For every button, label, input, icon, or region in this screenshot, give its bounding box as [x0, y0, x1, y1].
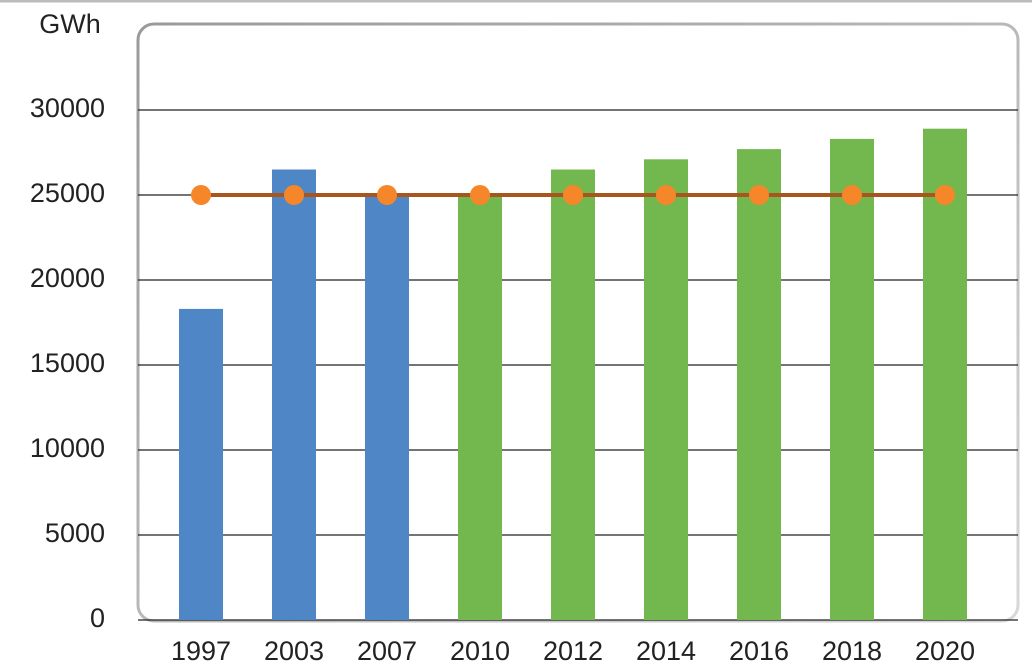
x-tick-label: 2020: [915, 636, 975, 666]
bar: [179, 308, 223, 620]
y-tick-label: 5000: [45, 518, 105, 548]
x-tick-label: 2003: [264, 636, 324, 666]
bar: [458, 195, 502, 620]
bar: [737, 149, 781, 620]
bar: [272, 169, 316, 620]
y-tick-label: 15000: [30, 348, 105, 378]
line-marker: [191, 185, 211, 205]
x-tick-label: 2014: [636, 636, 696, 666]
bar: [551, 169, 595, 620]
x-tick-label: 2007: [357, 636, 417, 666]
line-marker: [563, 185, 583, 205]
y-tick-label: 10000: [30, 433, 105, 463]
y-tick-label: 30000: [30, 93, 105, 123]
line-marker: [377, 185, 397, 205]
bar: [830, 138, 874, 620]
x-tick-label: 2010: [450, 636, 510, 666]
line-marker: [656, 185, 676, 205]
bar: [365, 195, 409, 620]
x-tick-label: 1997: [171, 636, 231, 666]
line-marker: [935, 185, 955, 205]
line-marker: [749, 185, 769, 205]
line-marker: [284, 185, 304, 205]
x-tick-label: 2018: [822, 636, 882, 666]
bar: [644, 159, 688, 621]
bar: [923, 128, 967, 620]
x-tick-label: 2012: [543, 636, 603, 666]
y-axis-label: GWh: [39, 9, 101, 39]
y-tick-label: 25000: [30, 178, 105, 208]
line-marker: [470, 185, 490, 205]
x-tick-label: 2016: [729, 636, 789, 666]
y-tick-label: 20000: [30, 263, 105, 293]
line-marker: [842, 185, 862, 205]
y-tick-label: 0: [90, 603, 105, 633]
